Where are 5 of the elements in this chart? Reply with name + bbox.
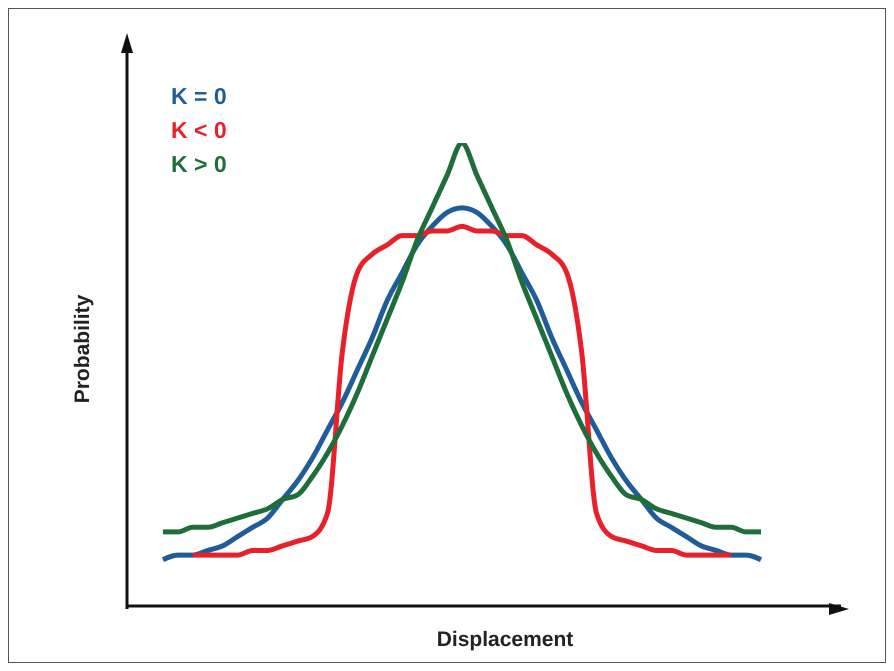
text: K > 0 bbox=[171, 150, 227, 179]
y-axis-title: Probability bbox=[71, 294, 94, 404]
text: K = 0 bbox=[171, 82, 227, 111]
x-axis-title: Displacement bbox=[436, 628, 574, 651]
text: K < 0 bbox=[171, 116, 227, 145]
